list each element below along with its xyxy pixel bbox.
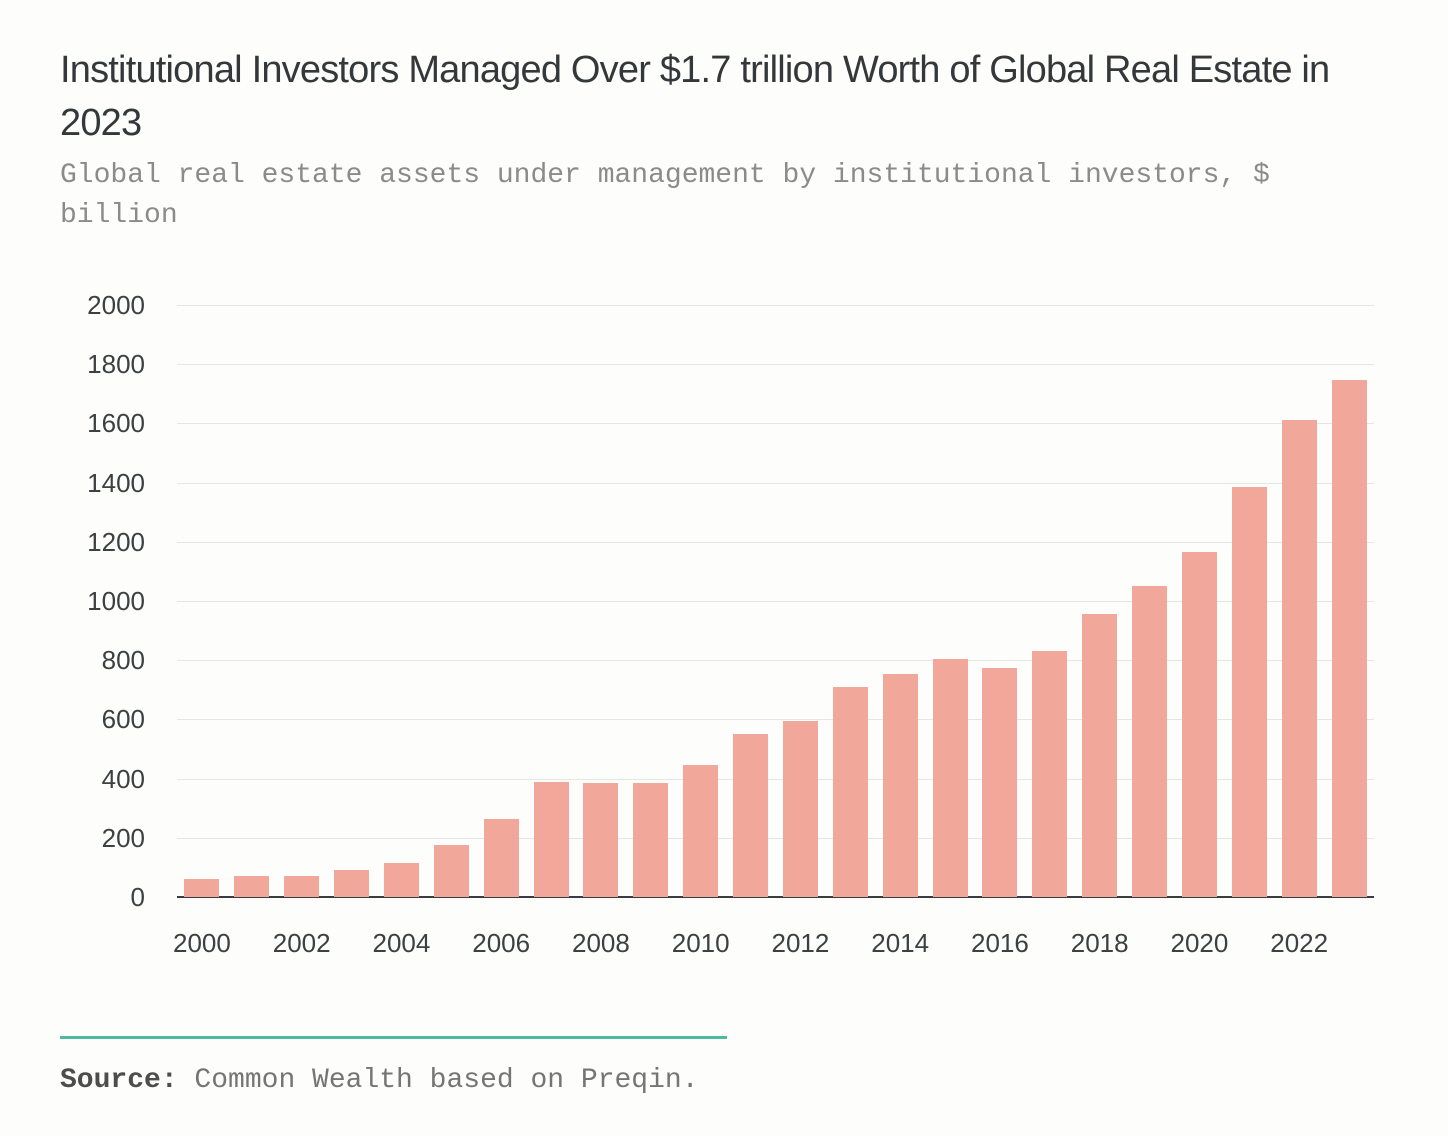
bar-2004	[383, 862, 419, 897]
y-tick-label-1200: 1200	[87, 526, 145, 557]
bar-2007	[533, 781, 569, 897]
y-tick-label-0: 0	[130, 882, 145, 912]
x-tick-label-2000: 2000	[173, 928, 231, 958]
x-tick-label-2014: 2014	[871, 928, 930, 958]
bar-2015	[932, 658, 968, 897]
bar-2003	[334, 870, 370, 897]
bar-2009	[633, 783, 669, 897]
y-tick-label-1400: 1400	[87, 467, 145, 498]
gridline-y-2000	[177, 305, 1374, 306]
bar-2005	[433, 845, 469, 897]
bar-chart: 0 200 400 600 800 1000 1200 1400 1600 1800 2000 200…	[60, 292, 1374, 956]
bar-2002	[284, 876, 320, 897]
bar-2023	[1331, 380, 1367, 897]
bar-2017	[1032, 651, 1068, 897]
y-tick-label-200: 200	[101, 822, 145, 853]
gridline-y-600	[177, 719, 1374, 721]
bar-2014	[882, 673, 918, 897]
plot-area: 0 200 400 600 800 1000 1200 1400 1600 1800 2000 200…	[87, 292, 1374, 956]
bar-2019	[1132, 586, 1168, 897]
gridline-y-1800	[177, 364, 1374, 366]
gridline-y-200	[177, 837, 1374, 839]
source-divider	[60, 1036, 727, 1039]
x-tick-label-2018: 2018	[1070, 928, 1129, 958]
gridline-y-400	[177, 778, 1374, 780]
source-line: Source: Common Wealth based on Preqin.	[60, 1062, 1370, 1100]
bar-2008	[583, 783, 619, 897]
x-tick-label-2012: 2012	[771, 928, 830, 958]
y-tick-label-400: 400	[101, 763, 145, 794]
x-axis-line	[177, 895, 1374, 898]
chart-subtitle: Global real estate assets under manageme…	[60, 160, 1270, 231]
x-tick-label-2016: 2016	[971, 928, 1029, 958]
bar-2001	[234, 876, 270, 897]
y-tick-label-800: 800	[101, 645, 145, 676]
gridline-y-800	[177, 660, 1374, 662]
bar-2010	[683, 765, 719, 897]
source-text: Common Wealth based on Preqin.	[177, 1065, 699, 1096]
bar-2012	[782, 720, 818, 897]
source-label: Source:	[60, 1065, 178, 1096]
bar-2018	[1082, 614, 1118, 897]
bar-2022	[1281, 420, 1317, 897]
bar-2011	[733, 734, 769, 897]
gridline-y-1600	[177, 423, 1374, 425]
bar-2013	[832, 686, 868, 897]
x-tick-label-2010: 2010	[671, 928, 730, 958]
x-tick-label-2020: 2020	[1170, 928, 1229, 958]
y-tick-label-1000: 1000	[87, 586, 145, 616]
bar-2000	[184, 879, 220, 897]
gridline-y-1200	[177, 541, 1374, 543]
y-tick-label-2000: 2000	[87, 290, 145, 320]
x-tick-label-2002: 2002	[272, 928, 331, 958]
gridline-y-1400	[177, 482, 1374, 484]
gridline-y-1000	[177, 601, 1374, 602]
bar-2016	[982, 667, 1018, 897]
x-tick-label-2004: 2004	[372, 928, 431, 958]
bar-2021	[1231, 487, 1267, 897]
chart-title: Institutional Investors Managed Over $1.…	[60, 49, 1330, 144]
bar-2020	[1181, 552, 1217, 897]
x-tick-label-2022: 2022	[1270, 928, 1329, 958]
y-tick-label-1800: 1800	[87, 349, 145, 380]
y-tick-label-1600: 1600	[87, 408, 145, 439]
bar-2006	[483, 818, 519, 897]
x-tick-label-2006: 2006	[472, 928, 531, 958]
y-tick-label-600: 600	[101, 704, 145, 735]
x-tick-label-2008: 2008	[572, 928, 630, 958]
